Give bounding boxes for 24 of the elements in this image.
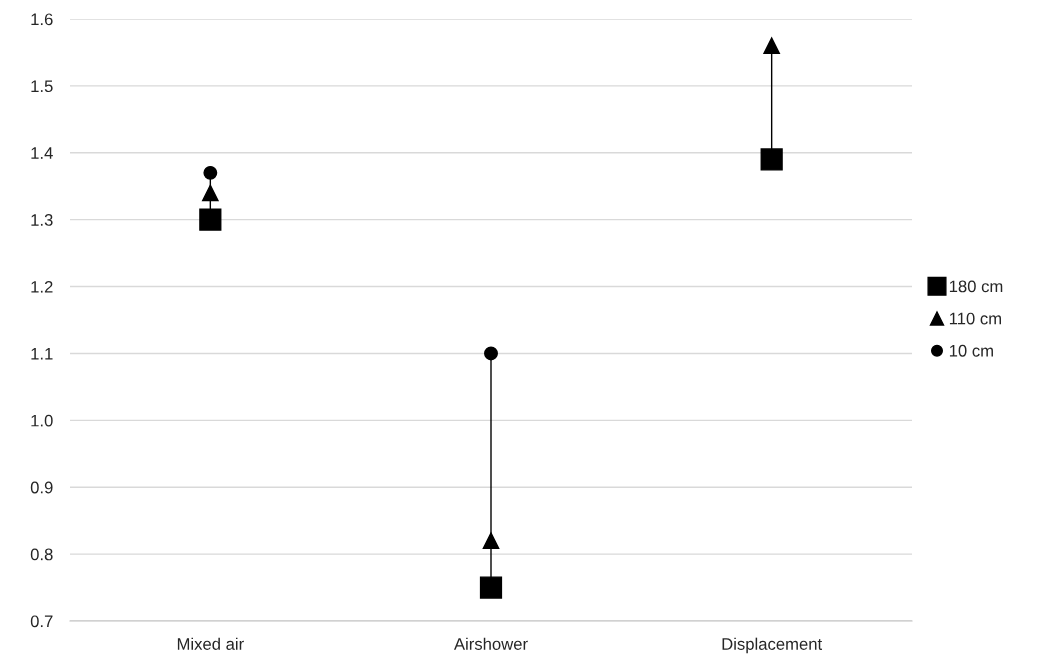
point [763, 37, 781, 55]
y-tick-label: 1.2 [31, 280, 53, 293]
point [484, 346, 498, 361]
y-tick-label: 1.5 [31, 80, 53, 93]
legend-label: 10 cm [949, 344, 993, 357]
point [199, 208, 222, 231]
point [203, 165, 218, 180]
y-tick-label: 1.3 [31, 214, 53, 226]
legend-label: 110 cm [949, 312, 1001, 325]
y-tick-label: 1.4 [31, 147, 53, 159]
legend-label: 180 cm [949, 280, 1003, 293]
x-tick-label: Airshower [453, 637, 528, 650]
y-tick-label: 1.0 [31, 414, 53, 427]
y-tick-label: 0.8 [30, 548, 53, 561]
y-tick-label: 1.6 [31, 13, 53, 26]
point [479, 576, 503, 599]
x-tick-label: Displacement [722, 637, 823, 654]
point [482, 532, 500, 550]
point [201, 184, 219, 202]
point [760, 148, 783, 171]
y-tick-label: 1.1 [31, 348, 53, 360]
y-tick-label: 0.7 [30, 615, 53, 628]
y-tick-label: 0.9 [30, 481, 53, 494]
x-tick-label: Mixed air [177, 637, 244, 650]
